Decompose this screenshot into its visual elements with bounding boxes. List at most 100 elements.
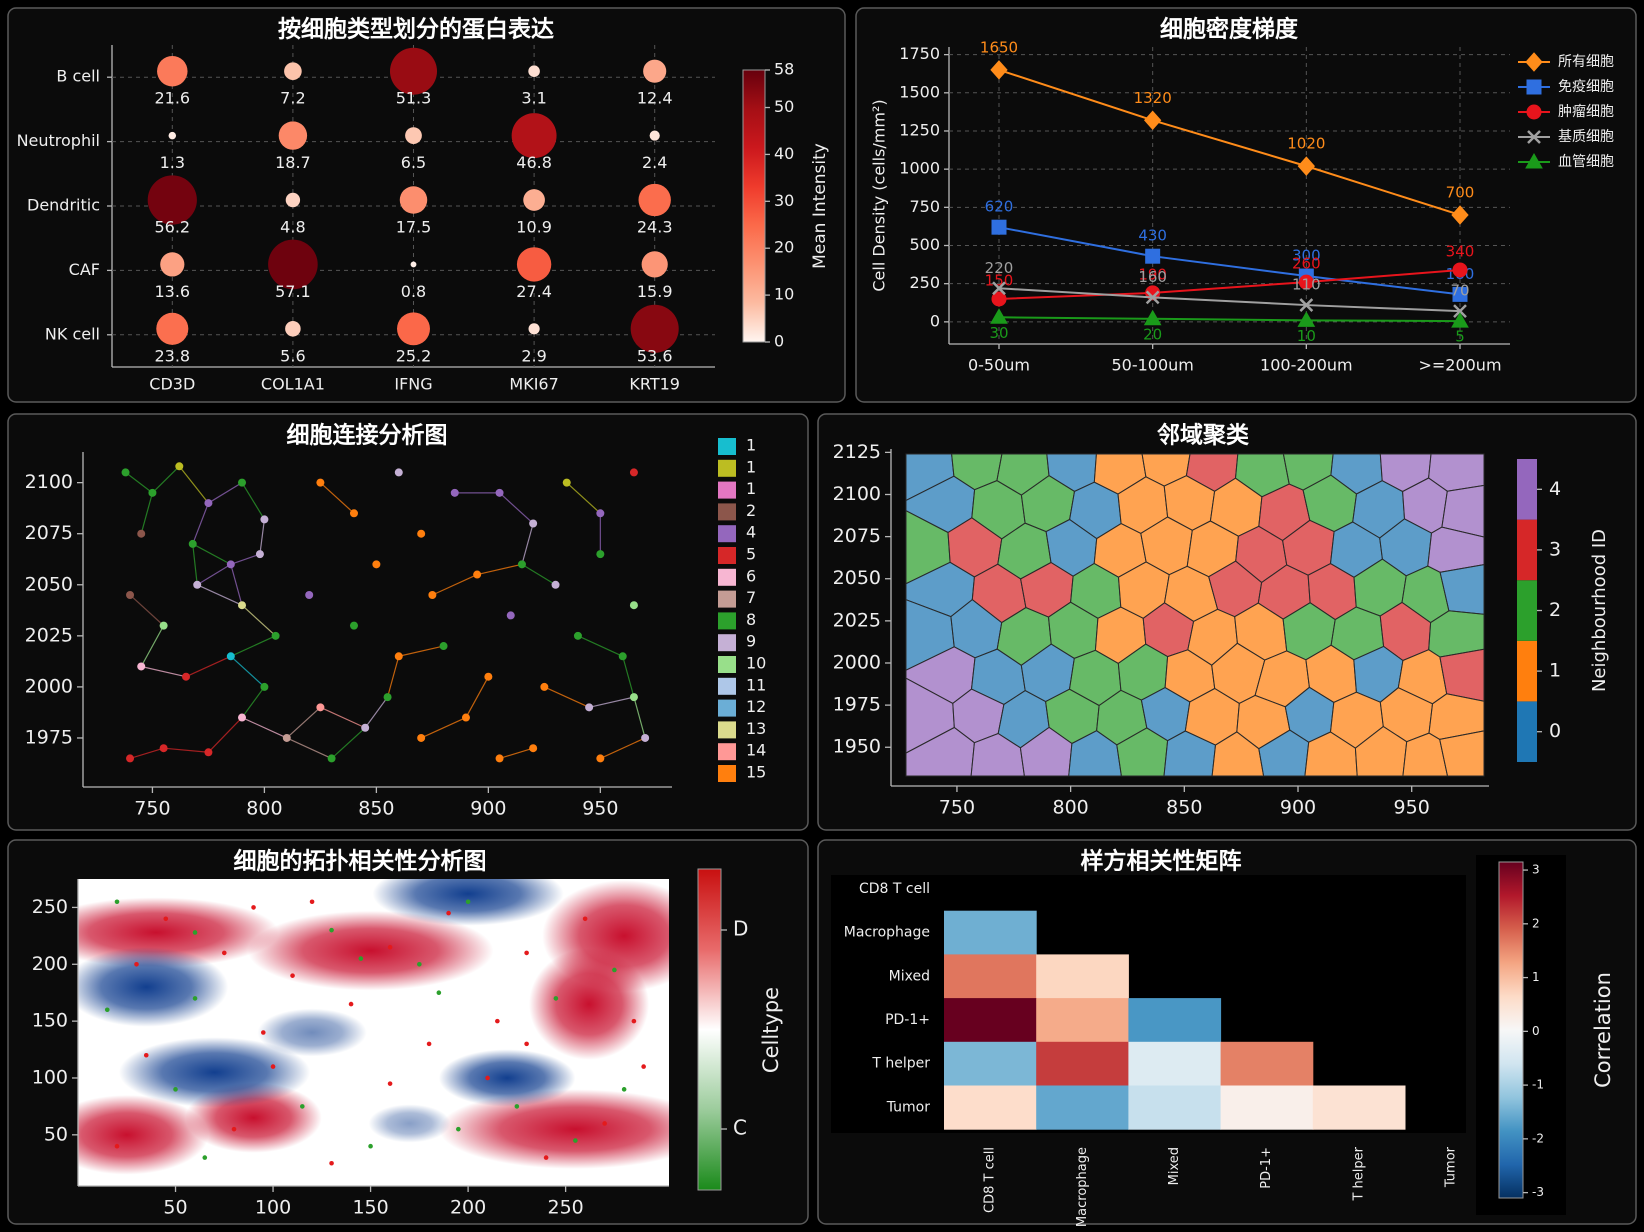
- y-tick-label: 2075: [25, 522, 73, 544]
- legend-label: 13: [746, 719, 766, 738]
- panel: [855, 7, 1637, 403]
- y-tick-label: 2025: [25, 624, 73, 646]
- marker: [1452, 262, 1468, 278]
- density-blob: [118, 1037, 311, 1108]
- value-label: 1.3: [160, 153, 185, 172]
- marker: [1144, 110, 1162, 131]
- cell-point: [573, 1138, 578, 1143]
- value-label: 1320: [1134, 89, 1172, 107]
- heatmap-cell: [1128, 998, 1222, 1043]
- panel: [7, 7, 846, 403]
- node: [428, 590, 437, 599]
- value-label: 110: [1292, 276, 1321, 294]
- node: [175, 462, 184, 471]
- colorbar-tick-label: -1: [1532, 1078, 1544, 1092]
- x-tick-label: 850: [358, 798, 394, 820]
- colorbar-tick-label: 10: [774, 285, 794, 304]
- y-tick-label: 2000: [833, 651, 881, 673]
- colorbar-tick-label: 58: [774, 60, 794, 79]
- node: [305, 590, 314, 599]
- edge: [622, 656, 635, 698]
- legend-swatch: [718, 590, 736, 608]
- marker: [992, 281, 1006, 296]
- value-label: 20: [1143, 325, 1162, 343]
- colorbar: [742, 69, 766, 343]
- cell-point: [114, 1143, 120, 1149]
- cell-point: [543, 1155, 549, 1160]
- cell-point: [192, 996, 198, 1001]
- node: [562, 478, 571, 487]
- cell-point: [514, 1104, 520, 1109]
- x-tick-label: 100: [255, 1197, 291, 1219]
- legend-label: 肿瘤细胞: [1558, 103, 1614, 120]
- legend-label: 12: [746, 697, 766, 716]
- density-field: [78, 879, 669, 1186]
- legend-swatch: [718, 568, 736, 586]
- x-tick-label: 50-100um: [1111, 356, 1193, 375]
- bubble: [405, 127, 422, 144]
- heatmap-cell: [1312, 1085, 1406, 1130]
- y-tick-label: 750: [909, 197, 940, 216]
- node: [260, 682, 269, 691]
- node: [226, 560, 235, 569]
- node: [204, 748, 213, 757]
- legend-swatch: [718, 743, 736, 761]
- cell-point: [290, 973, 295, 978]
- colorbar-tick-label: 0: [1532, 1024, 1540, 1038]
- bubble: [147, 175, 197, 225]
- node: [484, 672, 493, 681]
- node: [629, 468, 638, 477]
- colorbar-tick-label: 3: [1532, 863, 1540, 877]
- bubble: [168, 131, 177, 140]
- node: [506, 611, 515, 620]
- colorbar-segment: [1517, 580, 1537, 641]
- marker: [1297, 311, 1316, 327]
- cell-point: [260, 1030, 266, 1035]
- edge: [152, 465, 180, 494]
- value-label: 220: [985, 259, 1014, 277]
- row-label: Mixed: [889, 968, 930, 984]
- edge: [196, 584, 243, 606]
- cell-point: [524, 1041, 529, 1047]
- node: [596, 509, 605, 518]
- marker: [1451, 205, 1469, 225]
- density-blob: [257, 1008, 367, 1057]
- colorbar-tick-label: 4: [1549, 478, 1561, 500]
- x-tick-label: 150: [352, 1197, 388, 1219]
- density-blob: [368, 1104, 451, 1143]
- legend-label: 8: [746, 610, 756, 629]
- heatmap-cell: [1036, 954, 1129, 999]
- edge: [140, 492, 154, 534]
- x-tick-label: 0-50um: [968, 356, 1030, 375]
- value-label: 27.4: [516, 282, 552, 301]
- y-tick-label: 250: [32, 896, 68, 918]
- column-label: MKI67: [509, 375, 558, 394]
- bubble: [638, 183, 671, 217]
- column-label: Mixed: [1167, 1147, 1182, 1185]
- node: [394, 652, 403, 661]
- x-tick-label: 950: [582, 798, 618, 820]
- node: [126, 754, 135, 763]
- marker: [1298, 274, 1314, 290]
- node: [596, 550, 605, 559]
- legend-swatch: [718, 656, 736, 673]
- cell-point: [231, 1126, 237, 1132]
- cell-point: [621, 1087, 627, 1092]
- cell-point: [329, 1160, 334, 1166]
- column-label: KRT19: [629, 375, 680, 394]
- colorbar-tick-label: C: [733, 1116, 747, 1140]
- chart-title: 细胞的拓扑相关性分析图: [234, 848, 487, 875]
- marker: [990, 308, 1008, 324]
- node: [148, 488, 157, 497]
- edge: [544, 686, 590, 708]
- value-label: 5: [1455, 328, 1465, 346]
- x-tick-label: 800: [246, 798, 282, 820]
- y-tick-label: 2100: [833, 483, 881, 505]
- value-label: 15.9: [637, 282, 673, 301]
- legend-swatch: [718, 677, 736, 695]
- bubble: [410, 261, 417, 268]
- value-label: 260: [1292, 255, 1321, 273]
- node: [137, 529, 146, 538]
- colorbar-tick-label: 50: [774, 97, 794, 116]
